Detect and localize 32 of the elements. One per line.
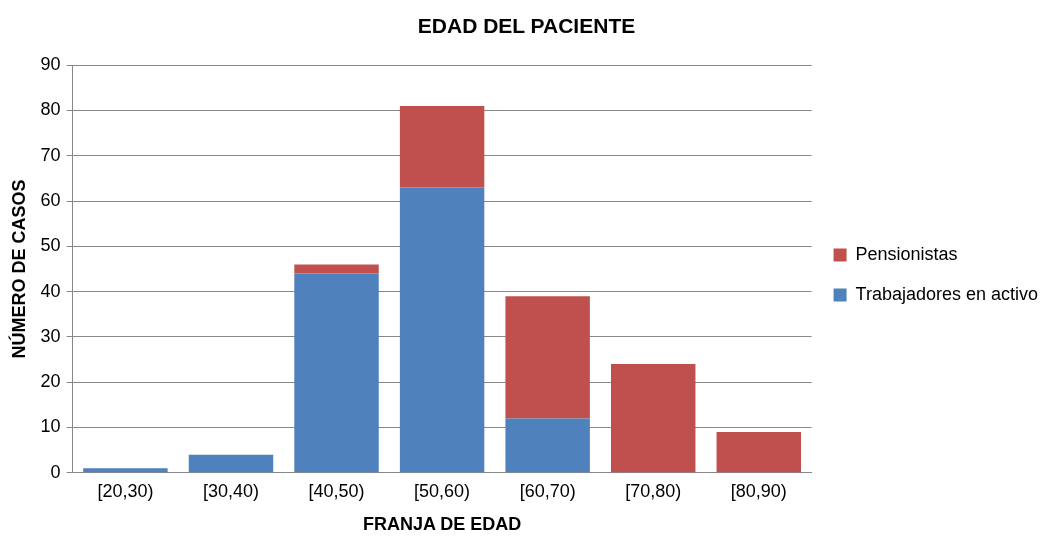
y-tick-label: 10 (40, 416, 61, 437)
bar (294, 273, 379, 473)
legend-label: Trabajadores en activo (855, 283, 1038, 304)
y-tick-label: 0 (50, 461, 61, 482)
legend-label: Pensionistas (855, 243, 958, 264)
bar (505, 296, 590, 419)
x-tick-label: [70,80) (625, 480, 682, 501)
y-tick-label: 70 (40, 144, 61, 165)
y-tick-label: 30 (40, 325, 61, 346)
y-axis-title: NÚMERO DE CASOS (7, 179, 29, 359)
y-tick-label: 90 (40, 54, 61, 75)
y-tick-label: 20 (40, 371, 61, 392)
x-axis-title: FRANJA DE EDAD (362, 514, 522, 535)
bar (611, 364, 696, 473)
x-tick-label: [20,30) (97, 480, 154, 501)
x-tick-label: [50,60) (414, 480, 471, 501)
chart-title: EDAD DEL PACIENTE (417, 14, 636, 38)
x-tick-label: [60,70) (519, 480, 576, 501)
y-tick-label: 50 (40, 235, 61, 256)
y-tick-label: 80 (40, 99, 61, 120)
bar (505, 418, 590, 473)
x-tick-label: [30,40) (202, 480, 259, 501)
y-tick-label: 60 (40, 190, 61, 211)
bar (399, 187, 485, 473)
bar (83, 468, 168, 473)
bar (294, 264, 379, 274)
bar (188, 454, 274, 473)
bar (399, 105, 485, 188)
y-tick-label: 40 (40, 280, 61, 301)
bar (716, 432, 802, 473)
x-tick-label: [40,50) (308, 480, 365, 501)
x-tick-label: [80,90) (730, 480, 787, 501)
